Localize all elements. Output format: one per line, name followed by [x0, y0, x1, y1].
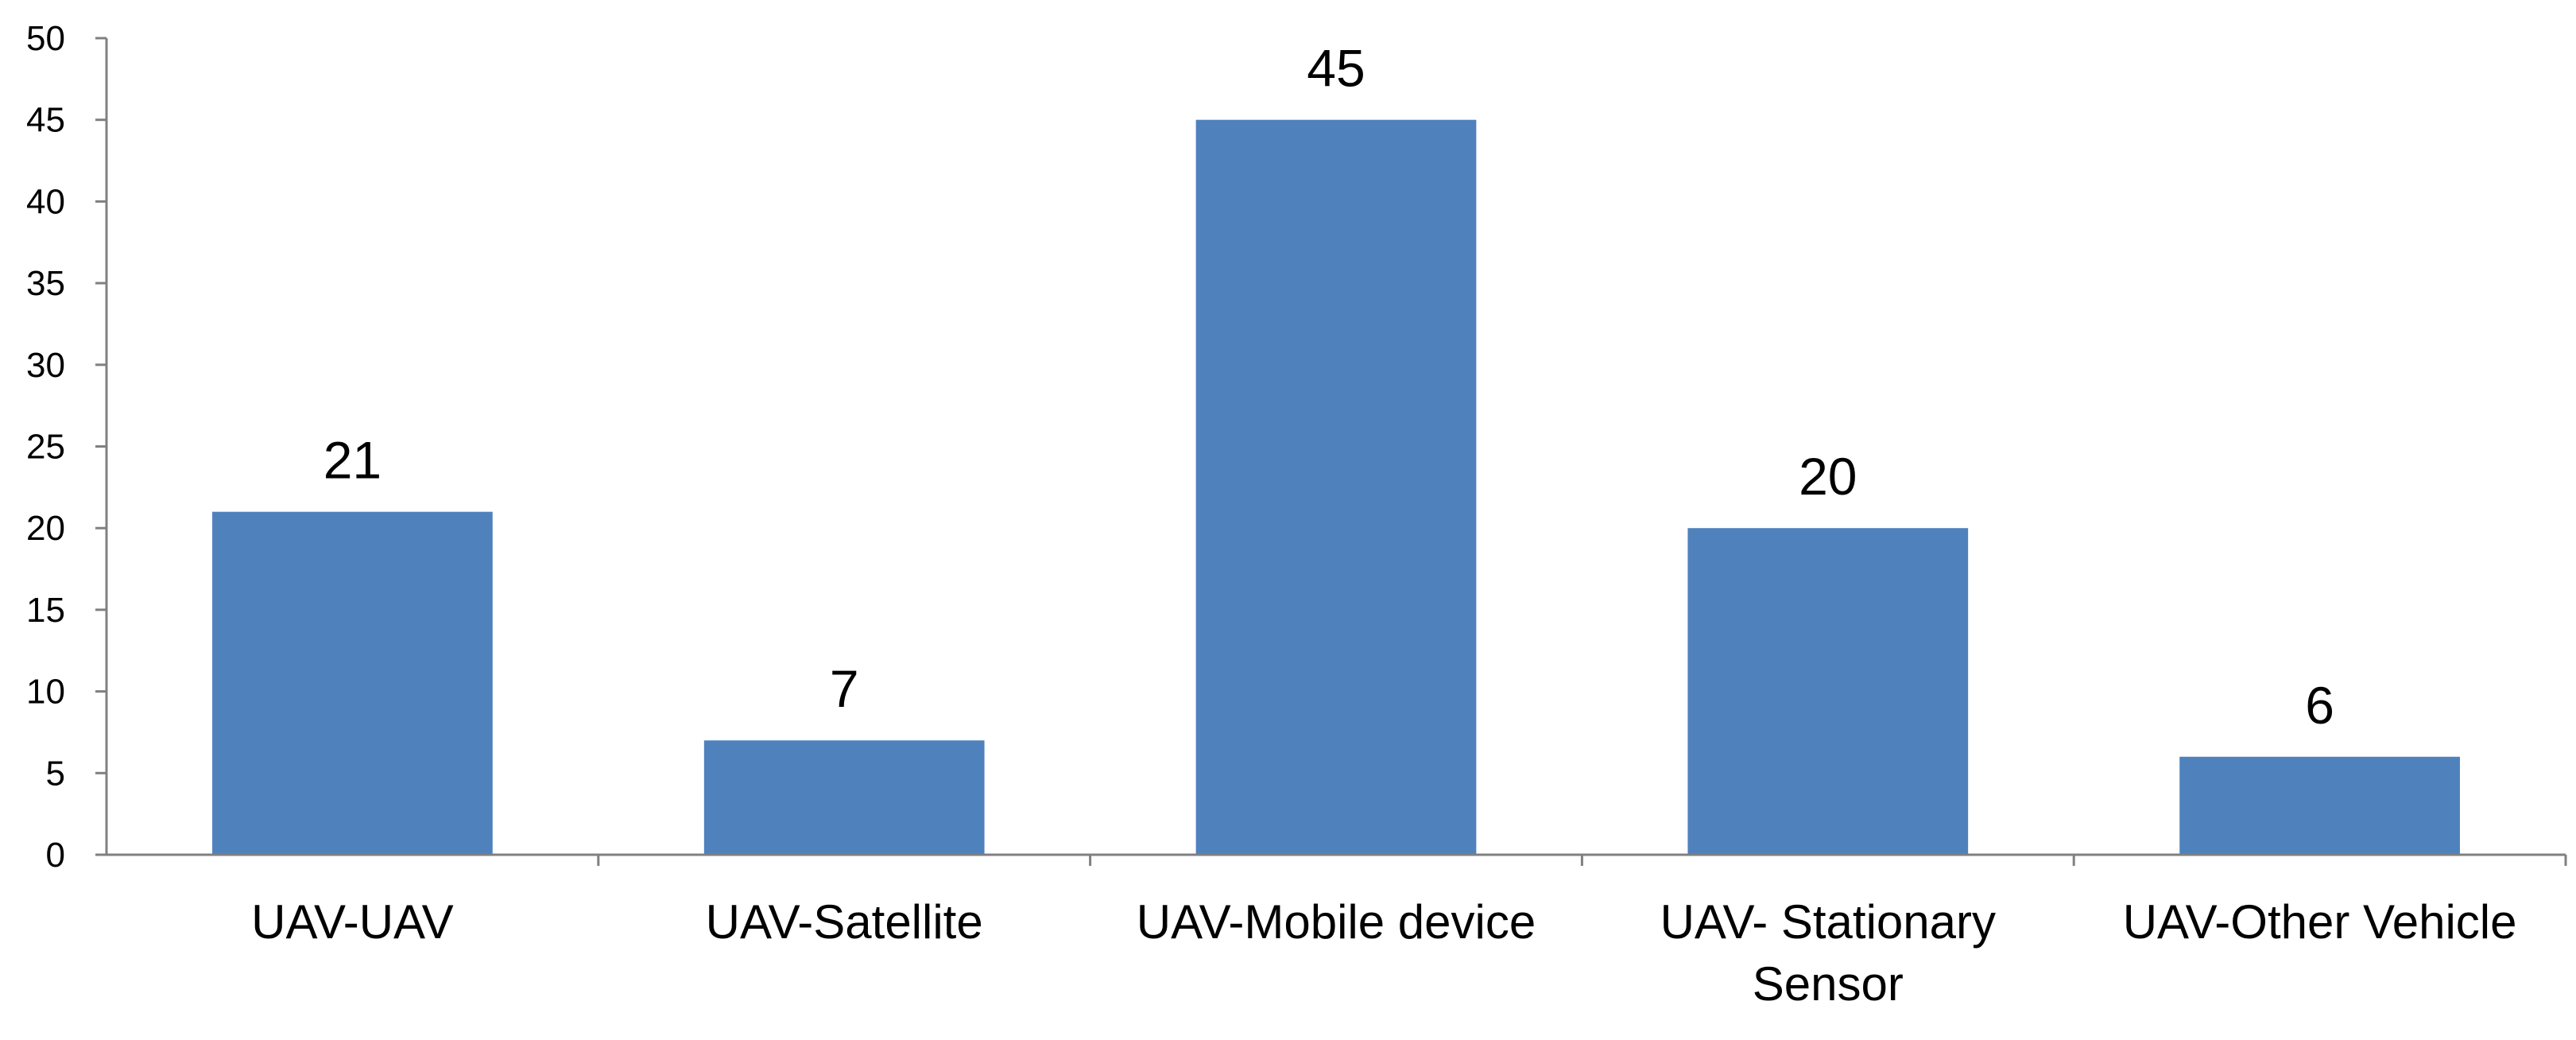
- x-tick-label: UAV-Mobile device: [1137, 895, 1536, 949]
- y-tick-label: 15: [26, 591, 65, 630]
- y-tick-label: 50: [26, 19, 65, 58]
- bar: [1687, 528, 1969, 855]
- y-tick-label: 35: [26, 264, 65, 303]
- bar: [212, 511, 493, 855]
- bar: [2179, 756, 2460, 855]
- x-tick-label: UAV- Stationary: [1660, 895, 1996, 949]
- data-label: 45: [1307, 39, 1365, 98]
- data-label: 6: [2305, 676, 2334, 735]
- data-label: 21: [323, 431, 382, 490]
- x-tick-label: Sensor: [1753, 957, 1904, 1011]
- bar: [703, 740, 985, 855]
- bars: [212, 119, 2460, 855]
- x-tick-label: UAV-Other Vehicle: [2123, 895, 2517, 949]
- y-tick-label: 40: [26, 182, 65, 221]
- x-tick-label: UAV-UAV: [251, 895, 454, 949]
- y-tick-label: 25: [26, 428, 65, 467]
- y-tick-label: 30: [26, 346, 65, 385]
- data-label: 7: [830, 659, 859, 718]
- x-axis: UAV-UAV UAV-Satellite UAV-Mobile device UAV…: [251, 855, 2567, 1011]
- y-axis: 0 5 10 15 20 25 30 35 40 45 50: [26, 19, 107, 875]
- y-tick-label: 0: [46, 836, 65, 875]
- x-tick-label: UAV-Satellite: [706, 895, 983, 949]
- data-label: 20: [1799, 447, 1857, 506]
- data-labels: 21 7 45 20 6: [323, 39, 2334, 735]
- bar: [1195, 119, 1477, 855]
- y-tick-label: 45: [26, 101, 65, 140]
- y-tick-label: 10: [26, 673, 65, 712]
- y-tick-label: 20: [26, 509, 65, 548]
- y-tick-label: 5: [46, 754, 65, 793]
